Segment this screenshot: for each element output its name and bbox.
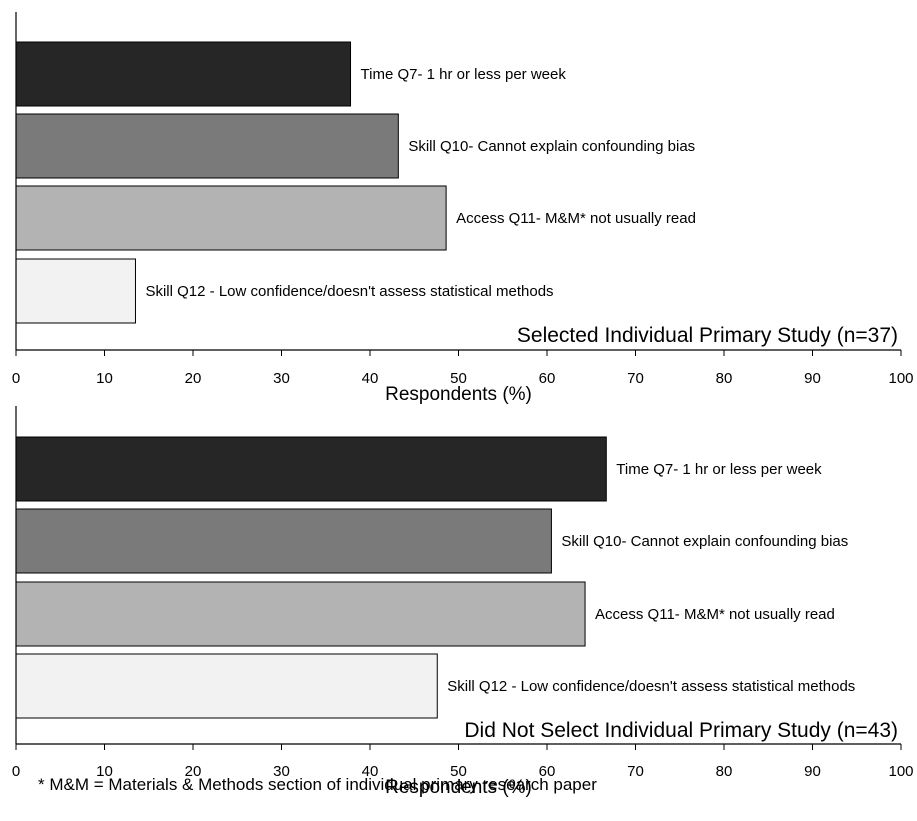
- x-tick-label: 10: [96, 763, 113, 780]
- bar-label: Skill Q10- Cannot explain confounding bi…: [408, 138, 695, 155]
- x-tick-label: 30: [273, 370, 290, 387]
- bar-access-q11: [15, 581, 586, 647]
- x-tick-label: 30: [273, 763, 290, 780]
- x-tick-label: 70: [627, 370, 644, 387]
- bar-label: Skill Q10- Cannot explain confounding bi…: [561, 533, 848, 550]
- x-tick-label: 0: [12, 763, 20, 780]
- x-tick-label: 70: [627, 763, 644, 780]
- bar-time-q7: [15, 436, 607, 502]
- bar-label: Access Q11- M&M* not usually read: [595, 606, 835, 623]
- chart-title: Selected Individual Primary Study (n=37): [517, 324, 898, 347]
- bar-skill-q10: [15, 508, 552, 574]
- bar-time-q7: [15, 41, 352, 107]
- chart-panel-did-not-select: Time Q7- 1 hr or less per week Skill Q10-…: [12, 406, 914, 798]
- bar-label: Skill Q12 - Low confidence/doesn't asses…: [447, 678, 855, 695]
- x-tick-label: 10: [96, 370, 113, 387]
- x-axis-label: Respondents (%): [385, 777, 532, 798]
- x-tick-label: 90: [804, 763, 821, 780]
- x-tick-label: 50: [450, 370, 467, 387]
- x-tick-label: 20: [185, 370, 202, 387]
- x-tick-label: 60: [539, 763, 556, 780]
- footnote: * M&M = Materials & Methods section of i…: [38, 775, 597, 794]
- bar-label: Access Q11- M&M* not usually read: [456, 210, 696, 227]
- bar-skill-q12: [15, 653, 438, 719]
- x-tick-label: 80: [716, 763, 733, 780]
- bar-label: Time Q7- 1 hr or less per week: [616, 461, 822, 478]
- x-tick-label: 100: [888, 763, 913, 780]
- chart-title: Did Not Select Individual Primary Study …: [464, 719, 898, 742]
- x-tick-label: 90: [804, 370, 821, 387]
- bar-label: Skill Q12 - Low confidence/doesn't asses…: [145, 283, 553, 300]
- chart-panel-selected: Time Q7- 1 hr or less per week Skill Q10-…: [12, 12, 914, 405]
- x-tick-label: 0: [12, 370, 20, 387]
- bar-label: Time Q7- 1 hr or less per week: [361, 66, 567, 83]
- x-tick-label: 20: [185, 763, 202, 780]
- x-tick-label: 80: [716, 370, 733, 387]
- x-tick-label: 60: [539, 370, 556, 387]
- x-tick-label: 100: [888, 370, 913, 387]
- bar-access-q11: [15, 185, 447, 251]
- bar-skill-q10: [15, 113, 399, 179]
- bar-skill-q12: [15, 258, 136, 324]
- x-tick-label: 50: [450, 763, 467, 780]
- x-tick-label: 40: [362, 370, 379, 387]
- x-axis-label: Respondents (%): [385, 384, 532, 405]
- x-tick-label: 40: [362, 763, 379, 780]
